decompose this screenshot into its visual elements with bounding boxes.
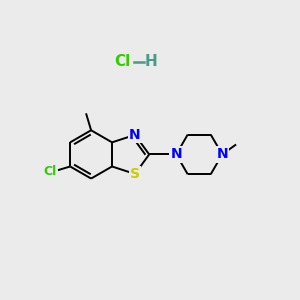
Text: N: N xyxy=(170,147,182,161)
Text: N: N xyxy=(216,147,228,161)
Text: Cl: Cl xyxy=(114,54,130,69)
Text: S: S xyxy=(130,167,140,181)
Text: N: N xyxy=(129,128,141,142)
Text: Cl: Cl xyxy=(44,165,57,178)
Text: H: H xyxy=(145,54,158,69)
